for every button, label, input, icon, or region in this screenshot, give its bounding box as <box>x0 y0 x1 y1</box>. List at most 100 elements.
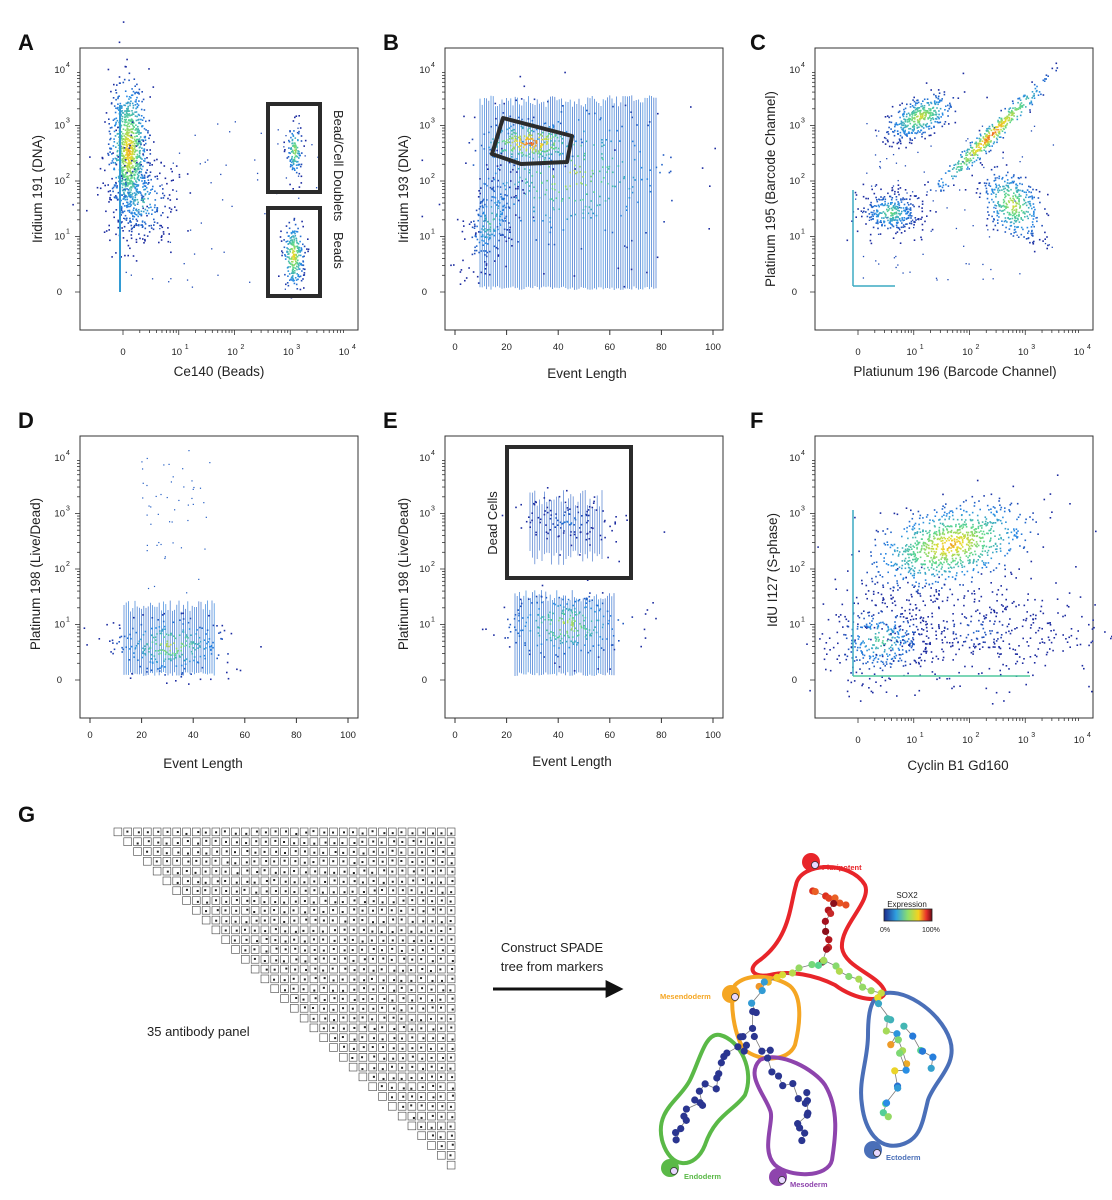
event-dot <box>1007 217 1009 219</box>
event-dot <box>168 207 171 209</box>
event-dot <box>138 209 140 211</box>
event-dot <box>555 197 558 199</box>
event-dot <box>943 93 946 96</box>
event-dot <box>489 236 491 239</box>
event-dot <box>291 164 294 167</box>
event-dot <box>998 136 1001 138</box>
event-dot <box>116 149 119 152</box>
event-dot <box>999 121 1001 123</box>
event-dot <box>112 145 115 147</box>
event-dot <box>999 186 1001 188</box>
event-dot <box>115 92 118 94</box>
event-dot <box>523 192 525 194</box>
event-dot <box>978 146 980 148</box>
event-dot <box>117 219 119 222</box>
event-dot <box>136 83 138 86</box>
event-dot <box>489 148 491 151</box>
event-dot <box>524 625 527 627</box>
event-dot <box>132 145 135 147</box>
event-dot <box>523 168 526 170</box>
event-dot <box>998 203 1000 206</box>
event-dot <box>970 150 973 152</box>
event-dot <box>180 642 183 645</box>
event-dot <box>999 204 1001 206</box>
event-dot <box>137 143 139 145</box>
event-dot <box>1015 109 1018 111</box>
event-dot <box>922 131 924 134</box>
event-dot <box>179 656 181 658</box>
event-dot <box>898 147 900 150</box>
event-dot <box>113 184 116 186</box>
event-dot <box>506 229 508 231</box>
event-dot <box>588 113 591 115</box>
event-dot <box>987 193 989 195</box>
event-dot <box>1030 191 1032 194</box>
event-dot <box>138 118 140 121</box>
event-dot <box>928 104 930 106</box>
event-dot <box>526 136 529 139</box>
event-dot <box>910 222 913 225</box>
event-dot <box>880 221 882 224</box>
event-dot <box>289 241 291 243</box>
event-dot <box>132 140 135 143</box>
event-dot <box>940 189 942 191</box>
event-dot <box>898 227 900 229</box>
event-dot <box>598 195 601 198</box>
event-dot <box>164 658 167 660</box>
event-dot <box>290 148 292 150</box>
event-dot <box>515 139 517 141</box>
event-dot <box>165 651 168 654</box>
event-dot <box>518 146 520 148</box>
event-dot <box>141 147 143 149</box>
event-dot <box>1055 69 1057 72</box>
xticks-b: 0 20 40 60 80 100 <box>452 330 721 353</box>
event-dot <box>288 253 290 255</box>
event-dot <box>548 165 550 168</box>
x-tick-label: 10 <box>283 347 294 358</box>
event-dot <box>555 146 557 149</box>
event-dot <box>1018 214 1020 217</box>
event-dot <box>895 216 898 218</box>
event-dot <box>141 177 144 179</box>
event-dot <box>887 206 890 208</box>
event-dot <box>921 223 924 226</box>
event-dot <box>303 287 305 289</box>
event-dot <box>1028 191 1030 193</box>
event-dot <box>154 204 156 206</box>
event-dot <box>999 136 1002 138</box>
event-dot <box>524 143 526 146</box>
event-dot <box>499 213 502 215</box>
event-dot <box>131 121 134 123</box>
event-dot <box>192 641 195 643</box>
event-dot <box>546 629 548 632</box>
event-dot <box>530 181 533 184</box>
event-dot <box>1012 182 1015 184</box>
event-dot <box>115 252 117 254</box>
event-dot <box>1031 207 1033 210</box>
event-dot <box>963 91 966 93</box>
event-dot <box>299 288 302 291</box>
event-dot <box>125 182 127 184</box>
event-dot <box>117 159 119 161</box>
event-dot <box>506 128 508 131</box>
event-dot <box>998 205 1001 208</box>
event-dot <box>519 176 521 179</box>
event-dot <box>588 600 591 602</box>
event-dot <box>889 217 892 220</box>
event-dot <box>896 130 899 133</box>
event-dot <box>113 138 115 140</box>
event-dot <box>554 662 556 664</box>
event-dot <box>143 201 145 204</box>
event-dot <box>532 142 535 144</box>
event-dot <box>926 215 928 217</box>
event-dot <box>930 101 932 104</box>
event-dot <box>158 241 160 244</box>
event-dot <box>298 115 300 117</box>
event-dot <box>984 141 986 144</box>
event-dot <box>503 606 506 609</box>
event-dot <box>908 227 911 229</box>
event-dot <box>911 114 914 116</box>
event-dot <box>655 166 658 169</box>
y-tick-label: 10 <box>54 65 65 76</box>
event-dot <box>1008 201 1010 204</box>
